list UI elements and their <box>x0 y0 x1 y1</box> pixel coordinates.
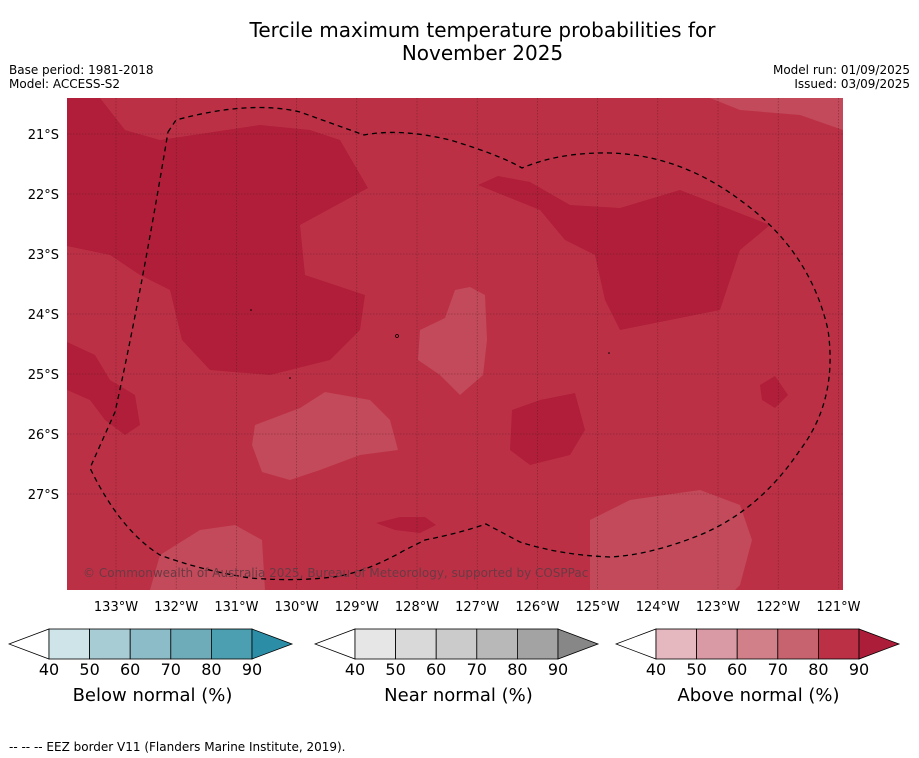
region-high-prob-small-east <box>760 376 788 408</box>
colorbar-over-triangle <box>251 628 294 660</box>
lon-tick-label: 130°W <box>275 600 319 615</box>
colorbar-tick-label: 70 <box>160 660 181 679</box>
colorbar-tick-label: 60 <box>120 660 141 679</box>
model-name: Model: ACCESS-S2 <box>9 77 121 91</box>
colorbar-tick-label: 40 <box>344 660 366 679</box>
lon-tick-label: 122°W <box>756 600 800 615</box>
colorbar-tick-label: 70 <box>767 660 788 679</box>
colorbar-over-triangle <box>858 628 901 660</box>
colorbar-segment <box>435 628 478 660</box>
model-run: Model run: 01/09/2025 <box>772 63 910 77</box>
colorbar-tick-label: 40 <box>645 660 667 679</box>
colorbar-tick-label: 80 <box>808 660 829 679</box>
colorbar-segment <box>777 628 819 660</box>
lon-tick-label: 124°W <box>636 600 680 615</box>
colorbar-segment <box>516 628 559 660</box>
lon-tick-label: 127°W <box>455 600 499 615</box>
colorbar-segment <box>354 628 396 660</box>
colorbar-tick-label: 50 <box>686 660 707 679</box>
island-marker <box>250 309 252 311</box>
colorbar-segment <box>129 628 172 660</box>
colorbar-tick-label: 80 <box>507 660 528 679</box>
issued-date: Issued: 03/09/2025 <box>794 77 910 91</box>
colorbar-segment <box>696 628 738 660</box>
colorbar-under-triangle <box>314 628 356 660</box>
region-lower-prob-northeast <box>710 98 843 130</box>
lon-tick-label: 126°W <box>515 600 559 615</box>
colorbar-tick-label: 40 <box>38 660 60 679</box>
lon-tick-label: 121°W <box>816 600 860 615</box>
lat-tick-label: 24°S <box>28 308 59 323</box>
colorbar-segment <box>655 628 697 660</box>
eez-footnote: -- -- -- EEZ border V11 (Flanders Marine… <box>9 740 346 754</box>
colorbar-above-normal <box>615 628 901 660</box>
island-marker <box>289 377 291 379</box>
colorbar-label-below: Below normal (%) <box>72 685 233 706</box>
region-high-prob-east <box>478 176 770 330</box>
region-high-prob-south <box>510 393 585 465</box>
lat-tick-label: 25°S <box>28 368 59 383</box>
lat-tick-label: 27°S <box>28 488 59 503</box>
region-high-prob-northwest <box>67 98 368 375</box>
eez-border-line <box>89 106 831 581</box>
lat-tick-label: 22°S <box>28 188 59 203</box>
region-high-prob-small-south <box>376 517 436 533</box>
meta-right: Model run: 01/09/2025 Issued: 03/09/2025 <box>773 63 910 91</box>
colorbar-tick-label: 50 <box>385 660 406 679</box>
region-high-prob-west <box>67 342 140 435</box>
lon-tick-label: 129°W <box>335 600 379 615</box>
colorbar-tick-label: 90 <box>241 660 263 679</box>
colorbar-tick-label: 70 <box>466 660 487 679</box>
lon-tick-label: 131°W <box>214 600 258 615</box>
title-line-1: Tercile maximum temperature probabilitie… <box>249 18 716 42</box>
probability-map: © Commonwealth of Australia 2025, Bureau… <box>28 98 861 615</box>
lat-tick-label: 26°S <box>28 428 59 443</box>
lat-tick-label: 21°S <box>28 128 59 143</box>
lon-tick-label: 123°W <box>696 600 740 615</box>
colorbar-near-normal <box>314 628 600 660</box>
colorbar-segment <box>736 628 779 660</box>
colorbar-over-triangle <box>557 628 600 660</box>
colorbar-label-above: Above normal (%) <box>677 685 840 706</box>
colorbar-segment <box>476 628 518 660</box>
base-period: Base period: 1981-2018 <box>9 63 154 77</box>
lat-tick-label: 23°S <box>28 248 59 263</box>
colorbar-segment <box>89 628 131 660</box>
colorbar-label-near: Near normal (%) <box>384 685 533 706</box>
region-lower-prob-bottom <box>150 525 265 590</box>
colorbar-segment <box>210 628 253 660</box>
lon-tick-label: 125°W <box>576 600 620 615</box>
colorbar-tick-label: 60 <box>426 660 447 679</box>
lon-tick-label: 132°W <box>154 600 198 615</box>
chart-title: Tercile maximum temperature probabilitie… <box>0 19 919 65</box>
region-lower-prob-southeast <box>590 490 752 590</box>
island-marker <box>395 334 399 338</box>
colorbar-segment <box>170 628 212 660</box>
colorbar-under-triangle <box>8 628 50 660</box>
meta-left: Base period: 1981-2018 Model: ACCESS-S2 <box>9 63 154 91</box>
colorbar-segment <box>395 628 437 660</box>
colorbar-tick-label: 90 <box>547 660 569 679</box>
region-lower-prob-southwest <box>252 392 398 480</box>
island-marker <box>608 352 610 354</box>
colorbar-tick-label: 50 <box>79 660 100 679</box>
colorbar-segment <box>48 628 90 660</box>
lon-tick-label: 128°W <box>395 600 439 615</box>
lon-tick-label: 133°W <box>94 600 138 615</box>
colorbar-under-triangle <box>615 628 657 660</box>
colorbar-segment <box>817 628 860 660</box>
colorbar-tick-label: 60 <box>727 660 748 679</box>
colorbar-below-normal <box>8 628 294 660</box>
colorbar-tick-label: 90 <box>848 660 870 679</box>
copyright-text: © Commonwealth of Australia 2025, Bureau… <box>83 566 588 580</box>
title-line-2: November 2025 <box>401 41 564 65</box>
colorbar-tick-label: 80 <box>201 660 222 679</box>
